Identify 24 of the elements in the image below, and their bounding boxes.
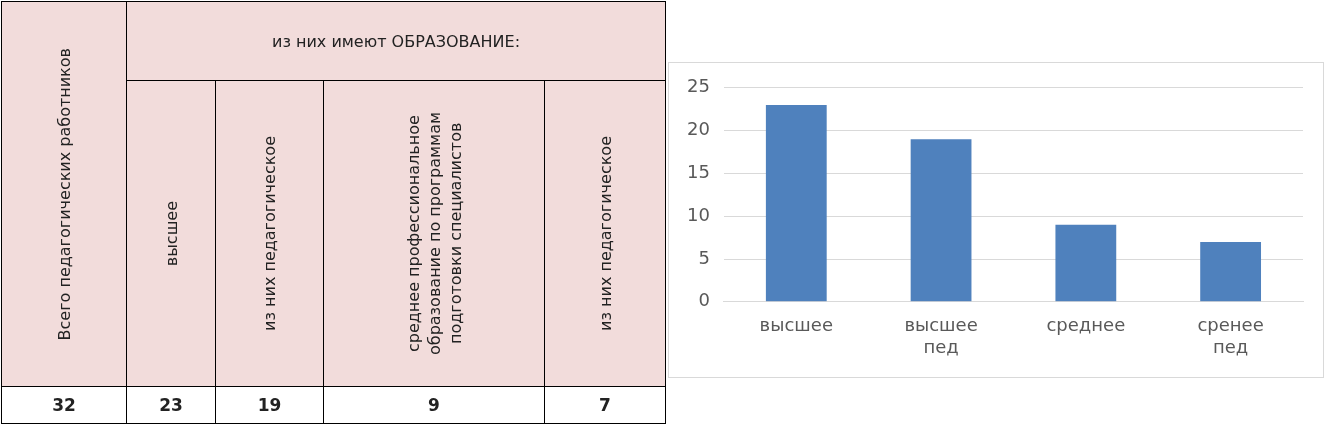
y-tick-label: 0 xyxy=(698,289,710,311)
bar xyxy=(910,139,972,302)
text: 23 xyxy=(126,386,216,424)
text: из них педагогическое xyxy=(594,136,616,331)
text: 19 xyxy=(215,386,324,424)
bar xyxy=(1055,224,1117,302)
x-tick-label: среднее xyxy=(1046,314,1126,336)
text: 7 xyxy=(544,386,666,424)
y-tick-label: 25 xyxy=(687,75,710,97)
text: из них имеют ОБРАЗОВАНИЕ: xyxy=(126,1,666,81)
y-tick-label: 15 xyxy=(687,161,710,183)
text: 32 xyxy=(1,386,127,424)
text: Всего педагогических работников xyxy=(53,47,75,341)
y-tick-label: 10 xyxy=(687,203,710,225)
y-tick-label: 5 xyxy=(698,246,710,268)
x-tick-label: высшее xyxy=(759,314,833,336)
text: высшее xyxy=(160,200,182,267)
x-tick-label: сренее пед xyxy=(1197,314,1264,357)
text: 9 xyxy=(323,386,545,424)
y-tick-label: 20 xyxy=(687,118,710,140)
bar xyxy=(1200,241,1262,302)
bar xyxy=(765,104,827,302)
text: из них педагогическое xyxy=(259,136,280,331)
x-tick-label: высшее пед xyxy=(904,314,978,357)
